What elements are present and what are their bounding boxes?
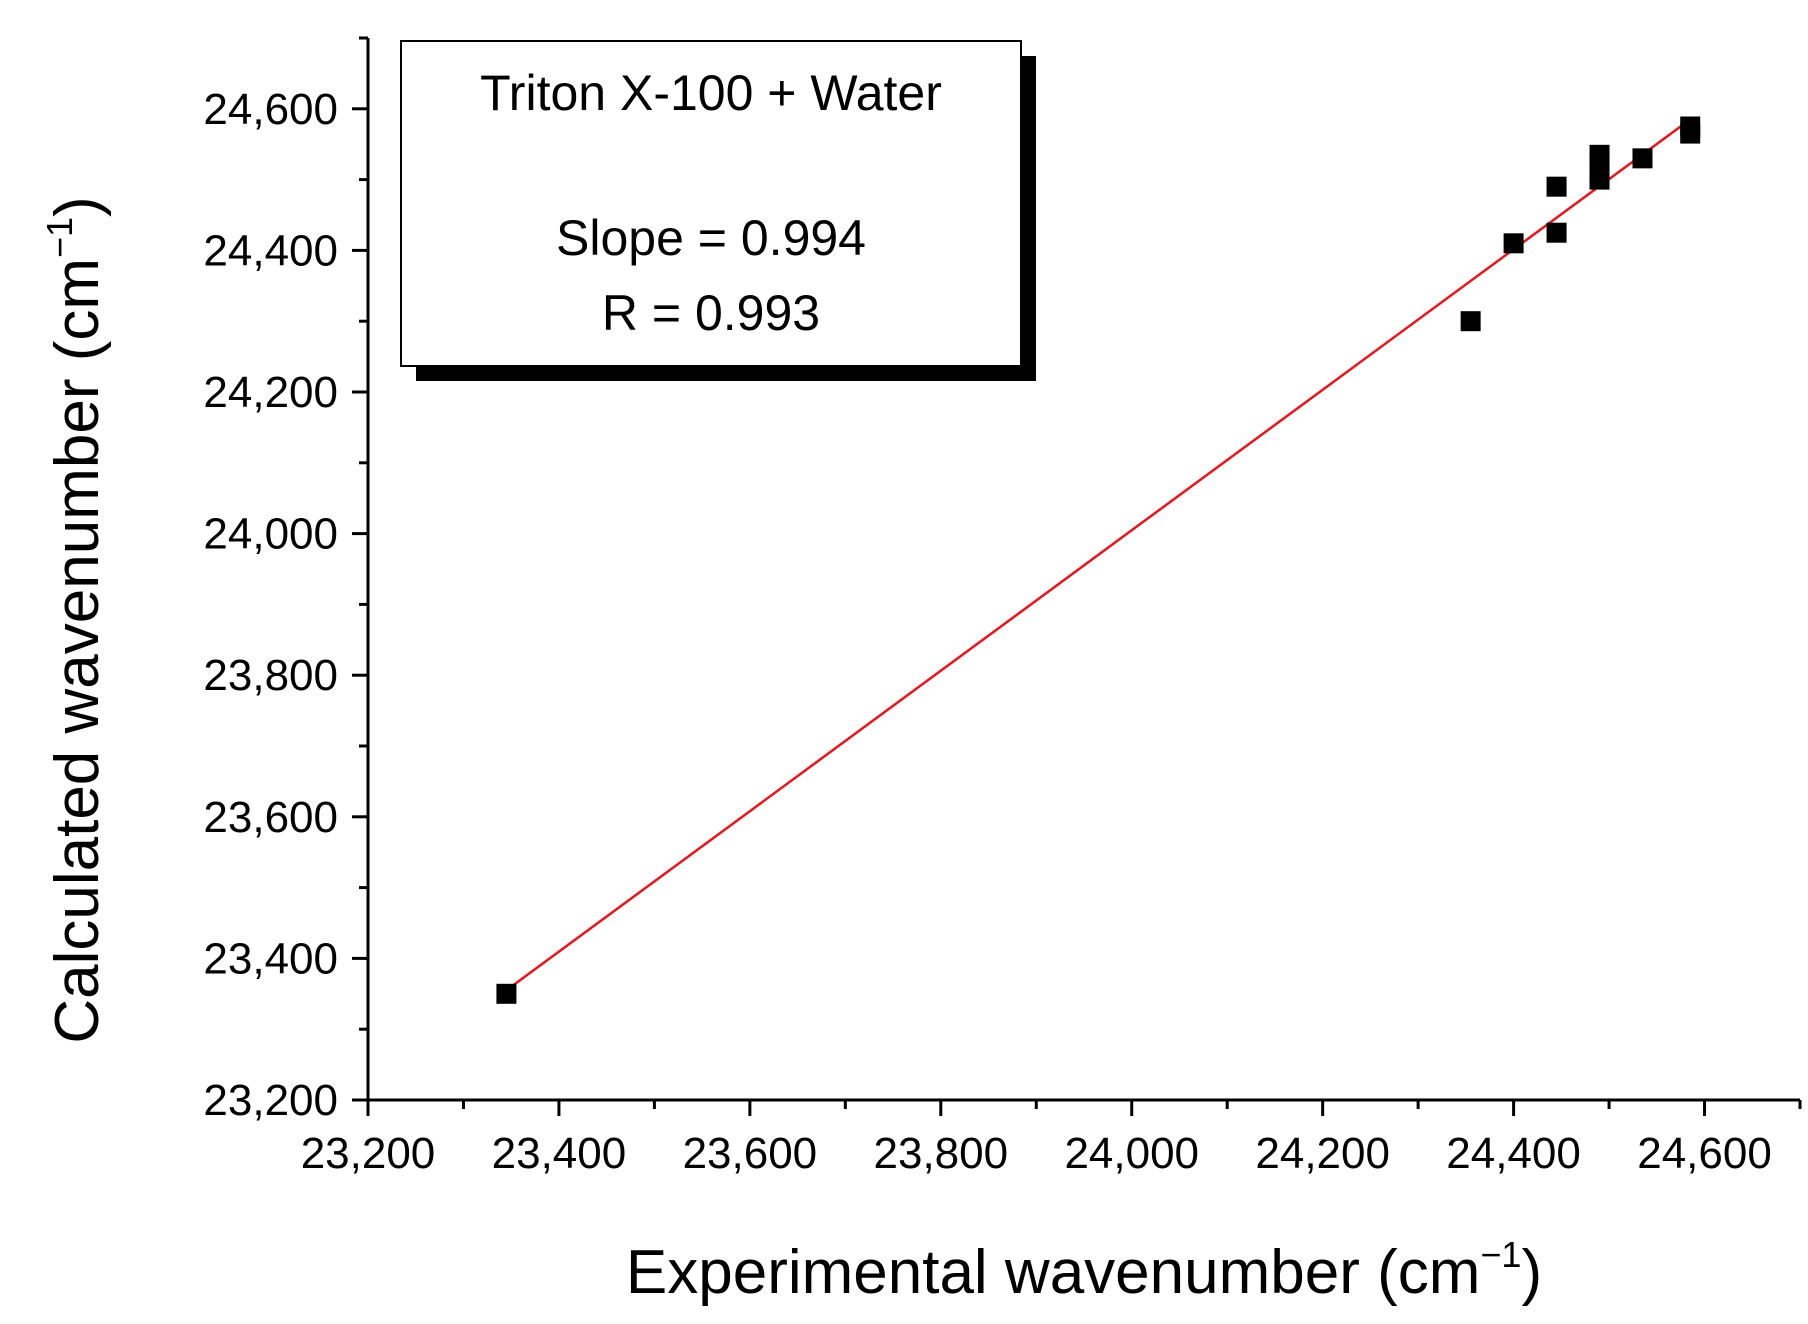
y-axis-title-close: ) <box>43 196 112 217</box>
data-points <box>496 116 1701 1004</box>
data-point <box>1589 144 1610 165</box>
annotation-slope: Slope = 0.994 <box>556 210 866 266</box>
annotation-frame <box>400 40 1022 367</box>
x-tick-label: 24,200 <box>1255 1129 1390 1178</box>
y-axis-title: Calculated wavenumber (cm−1) <box>39 196 112 1043</box>
annotation-box: Triton X-100 + Water Slope = 0.994 R = 0… <box>400 40 1036 381</box>
x-tick-label: 24,400 <box>1446 1129 1581 1178</box>
y-ticks: 23,200 23,400 23,600 23,800 24,000 24,200 24,4… <box>203 36 368 1125</box>
data-point <box>1680 116 1701 137</box>
y-axis-title-main: Calculated wavenumber (cm <box>43 258 112 1044</box>
x-ticks: 23,200 23,400 23,600 23,800 24,000 24,200 24,4… <box>301 1100 1802 1178</box>
y-tick-label: 24,400 <box>203 226 338 275</box>
x-axis-title-close: ) <box>1521 1238 1542 1307</box>
y-axis-title-superscript: −1 <box>39 217 80 258</box>
x-tick-label: 24,600 <box>1637 1129 1772 1178</box>
y-tick-label: 24,600 <box>203 85 338 134</box>
annotation-r: R = 0.993 <box>602 285 820 341</box>
data-point <box>1460 311 1481 332</box>
data-point <box>1546 176 1567 197</box>
x-tick-label: 24,000 <box>1064 1129 1199 1178</box>
x-tick-label: 23,200 <box>301 1129 436 1178</box>
y-tick-label: 23,800 <box>203 651 338 700</box>
x-axis-title: Experimental wavenumber (cm−1) <box>626 1234 1542 1307</box>
data-point <box>496 983 517 1004</box>
data-point <box>1632 148 1653 169</box>
annotation-title: Triton X-100 + Water <box>480 65 942 121</box>
data-point <box>1546 222 1567 243</box>
y-tick-label: 24,200 <box>203 368 338 417</box>
x-tick-label: 23,800 <box>874 1129 1009 1178</box>
data-point <box>1503 233 1524 254</box>
x-tick-label: 23,600 <box>683 1129 818 1178</box>
x-tick-label: 23,400 <box>492 1129 627 1178</box>
fit-line <box>505 118 1691 992</box>
y-tick-label: 23,200 <box>203 1076 338 1125</box>
axes <box>366 38 1800 1102</box>
y-tick-label: 24,000 <box>203 510 338 559</box>
x-axis-title-main: Experimental wavenumber (cm <box>626 1238 1481 1307</box>
x-axis-title-superscript: −1 <box>1480 1234 1521 1275</box>
y-tick-label: 23,600 <box>203 793 338 842</box>
y-tick-label: 23,400 <box>203 934 338 983</box>
